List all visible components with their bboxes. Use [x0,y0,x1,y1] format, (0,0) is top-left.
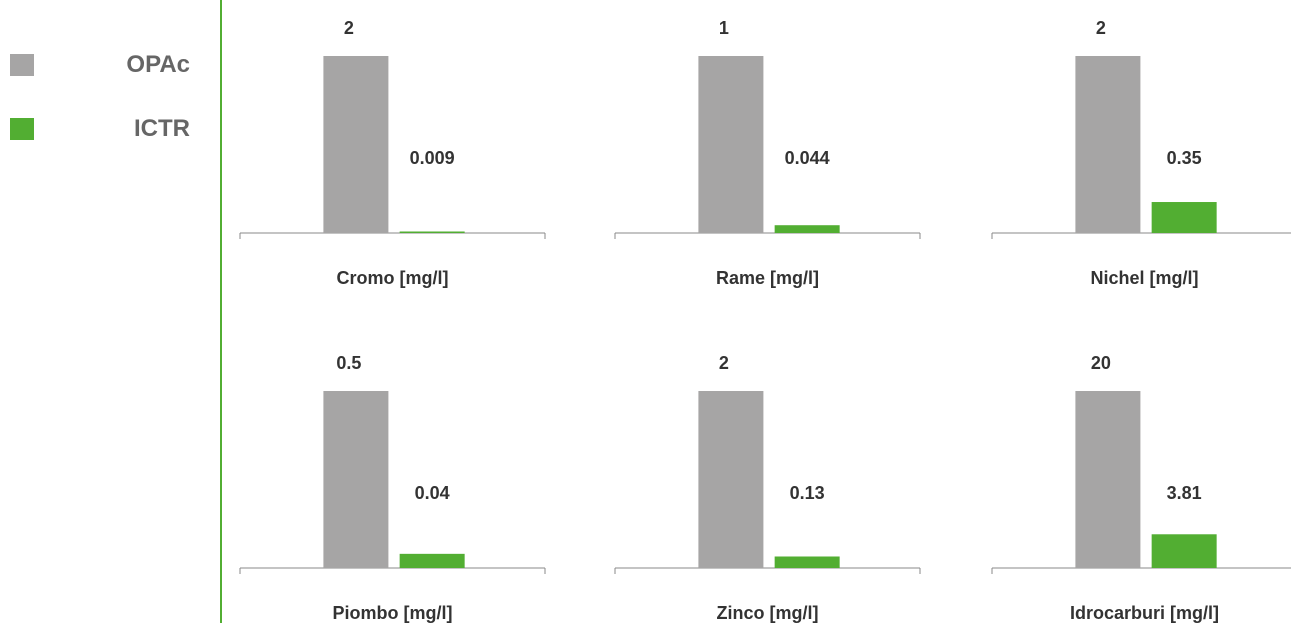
bar-ictr [399,231,465,233]
value-label-opac: 2 [1096,18,1106,38]
bar-ictr [1151,202,1217,233]
bar-ictr [1151,534,1217,568]
chart-panel-2: 1 0.044 Rame [mg/l] [614,18,921,288]
value-label-ictr: 0.13 [790,483,825,503]
bar-opac [1075,56,1141,233]
value-label-opac: 0.5 [336,353,361,373]
chart-panel-1: 2 0.009 Cromo [mg/l] [239,18,546,288]
bar-opac [698,56,764,233]
chart-panel-6: 20 3.81 Idrocarburi [mg/l] [991,353,1291,623]
bar-opac [698,391,764,568]
value-label-ictr: 0.044 [785,148,830,168]
legend-label-ictr: ICTR [134,115,190,142]
bar-opac [323,56,389,233]
legend-swatch-opac [10,54,34,76]
category-label: Idrocarburi [mg/l] [1070,603,1219,623]
bar-ictr [774,556,840,568]
category-label: Cromo [mg/l] [337,268,449,288]
legend-swatch-ictr [10,118,34,140]
bar-opac [1075,391,1141,568]
chart-panel-5: 2 0.13 Zinco [mg/l] [614,353,921,623]
category-label: Rame [mg/l] [716,268,819,288]
value-label-opac: 1 [719,18,729,38]
bar-ictr [399,553,465,568]
chart-panel-4: 0.5 0.04 Piombo [mg/l] [239,353,546,623]
value-label-opac: 2 [719,353,729,373]
legend-label-opac: OPAc [126,51,190,78]
value-label-ictr: 0.35 [1167,148,1202,168]
value-label-ictr: 0.04 [415,483,450,503]
category-label: Zinco [mg/l] [717,603,819,623]
value-label-opac: 2 [344,18,354,38]
value-label-ictr: 0.009 [410,148,455,168]
legend-item-opac: OPAc [10,50,200,80]
category-label: Piombo [mg/l] [333,603,453,623]
bar-ictr [774,225,840,233]
legend-divider [220,0,222,623]
chart-panel-3: 2 0.35 Nichel [mg/l] [991,18,1291,288]
legend: OPAc ICTR [0,0,220,623]
value-label-ictr: 3.81 [1167,483,1202,503]
category-label: Nichel [mg/l] [1090,268,1198,288]
value-label-opac: 20 [1091,353,1111,373]
legend-item-ictr: ICTR [10,114,200,144]
bar-opac [323,391,389,568]
